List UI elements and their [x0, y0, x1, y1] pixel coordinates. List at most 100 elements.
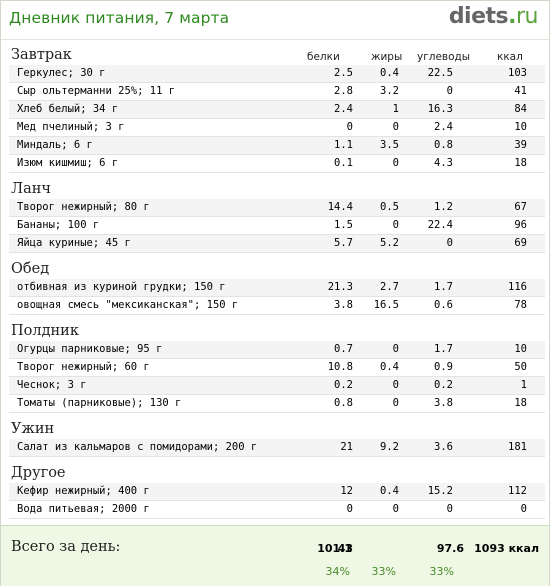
food-row: Бананы; 100 г 1.5 0 22.4 96 [9, 217, 545, 234]
kcal-value: 50 [514, 361, 527, 373]
food-name: Яйца куриные; 45 г [17, 237, 131, 249]
total-fat-percent: 33% [371, 565, 396, 578]
carbs-value: 15.2 [427, 485, 453, 497]
food-name: Творог нежирный; 80 г [17, 201, 150, 213]
food-name: Бананы; 100 г [17, 219, 100, 231]
fat-value: 0.4 [380, 67, 399, 79]
row-divider [9, 296, 545, 297]
carbs-value: 0 [446, 503, 453, 515]
fat-value: 0.5 [380, 201, 399, 213]
protein-value: 10.8 [327, 361, 353, 373]
row-divider [9, 172, 545, 173]
protein-value: 3.8 [334, 299, 353, 311]
food-row: Миндаль; 6 г 1.1 3.5 0.8 39 [9, 137, 545, 154]
food-name: Огурцы парниковые; 95 г [17, 343, 163, 355]
section-title: Обед [11, 261, 50, 277]
carbs-value: 0 [446, 85, 453, 97]
column-header-protein: белки [307, 51, 340, 63]
kcal-value: 116 [508, 281, 527, 293]
kcal-value: 18 [514, 397, 527, 409]
row-divider [9, 136, 545, 137]
food-name: Салат из кальмаров с помидорами; 200 г [17, 441, 258, 453]
fat-value: 0 [392, 503, 399, 515]
logo-dot: . [508, 4, 516, 29]
food-name: Хлеб белый; 34 г [17, 103, 119, 115]
food-name: Кефир нежирный; 400 г [17, 485, 150, 497]
food-row: Вода питьевая; 2000 г 0 0 0 0 [9, 501, 545, 518]
logo-tld: ru [516, 4, 539, 29]
carbs-value: 22.5 [427, 67, 453, 79]
total-carbs-percent: 33% [429, 565, 454, 578]
page-title: Дневник питания, 7 марта [9, 9, 230, 27]
food-name: Сыр ольтерманни 25%; 11 г [17, 85, 176, 97]
protein-value: 1.5 [334, 219, 353, 231]
protein-value: 0.7 [334, 343, 353, 355]
carbs-value: 0 [446, 237, 453, 249]
fat-value: 0 [392, 121, 399, 133]
section-title: Ужин [11, 421, 55, 437]
row-divider [9, 314, 545, 315]
totals-label: Всего за день: [11, 539, 121, 555]
site-logo[interactable]: diets.ru [449, 4, 539, 29]
food-row: Сыр ольтерманни 25%; 11 г 2.8 3.2 0 41 [9, 83, 545, 100]
food-row: Огурцы парниковые; 95 г 0.7 0 1.7 10 [9, 341, 545, 358]
kcal-value: 18 [514, 157, 527, 169]
row-divider [9, 154, 545, 155]
carbs-value: 0.8 [434, 139, 453, 151]
section-title: Полдник [11, 323, 79, 339]
fat-value: 0 [392, 157, 399, 169]
fat-value: 9.2 [380, 441, 399, 453]
protein-value: 2.4 [334, 103, 353, 115]
column-header-fat: жиры [371, 51, 403, 63]
fat-value: 16.5 [373, 299, 399, 311]
carbs-value: 3.8 [434, 397, 453, 409]
carbs-value: 0.9 [434, 361, 453, 373]
kcal-value: 10 [514, 343, 527, 355]
food-row: Кефир нежирный; 400 г 12 0.4 15.2 112 [9, 483, 545, 500]
protein-value: 21.3 [327, 281, 353, 293]
carbs-value: 16.3 [427, 103, 453, 115]
food-row: Томаты (парниковые); 130 г 0.8 0 3.8 18 [9, 395, 545, 412]
food-row: Творог нежирный; 80 г 14.4 0.5 1.2 67 [9, 199, 545, 216]
food-row: Хлеб белый; 34 г 2.4 1 16.3 84 [9, 101, 545, 118]
header: Дневник питания, 7 марта diets.ru [1, 1, 549, 40]
food-row: Чеснок; 3 г 0.2 0 0.2 1 [9, 377, 545, 394]
protein-value: 12 [340, 485, 353, 497]
carbs-value: 3.6 [434, 441, 453, 453]
food-row: отбивная из куриной грудки; 150 г 21.3 2.7… [9, 279, 545, 296]
food-row: Изюм кишмиш; 6 г 0.1 0 4.3 18 [9, 155, 545, 172]
fat-value: 3.5 [380, 139, 399, 151]
protein-value: 1.1 [334, 139, 353, 151]
food-name: Геркулес; 30 г [17, 67, 106, 79]
total-carbs: 97.6 [436, 542, 464, 555]
protein-value: 0.1 [334, 157, 353, 169]
protein-value: 2.5 [334, 67, 353, 79]
fat-value: 0 [392, 379, 399, 391]
fat-value: 1 [392, 103, 399, 115]
row-divider [9, 376, 545, 377]
food-name: овощная смесь "мексиканская"; 150 г [17, 299, 239, 311]
food-row: Яйца куриные; 45 г 5.7 5.2 0 69 [9, 235, 545, 252]
protein-value: 0.8 [334, 397, 353, 409]
carbs-value: 22.4 [427, 219, 453, 231]
row-divider [9, 216, 545, 217]
kcal-value: 69 [514, 237, 527, 249]
protein-value: 5.7 [334, 237, 353, 249]
food-name: Чеснок; 3 г [17, 379, 87, 391]
kcal-value: 103 [508, 67, 527, 79]
protein-value: 2.8 [334, 85, 353, 97]
kcal-value: 1 [520, 379, 527, 391]
total-protein: 101.1 [317, 542, 352, 555]
kcal-value: 78 [514, 299, 527, 311]
kcal-value: 112 [508, 485, 527, 497]
carbs-value: 4.3 [434, 157, 453, 169]
carbs-value: 1.7 [434, 343, 453, 355]
kcal-value: 96 [514, 219, 527, 231]
total-kcal: 1093 ккал [474, 542, 539, 555]
fat-value: 2.7 [380, 281, 399, 293]
carbs-value: 2.4 [434, 121, 453, 133]
fat-value: 0 [392, 397, 399, 409]
row-divider [9, 252, 545, 253]
kcal-value: 41 [514, 85, 527, 97]
